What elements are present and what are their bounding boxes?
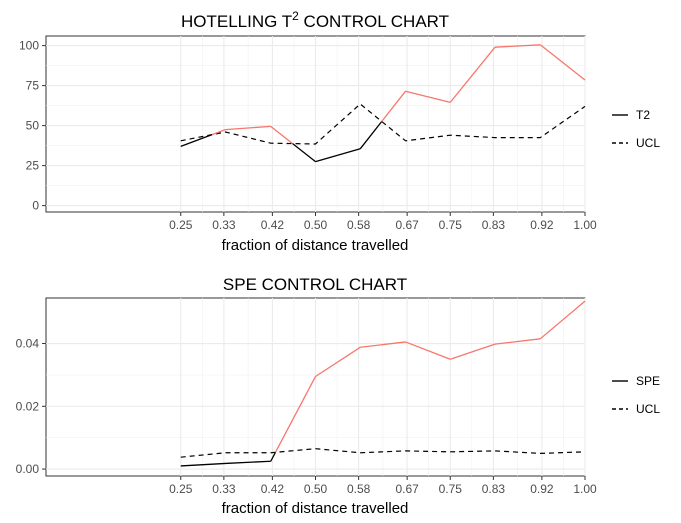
spe-y-tick-label: 0.00 [16, 462, 40, 476]
hotelling-x-tick-label: 0.83 [482, 218, 506, 232]
hotelling-y-axis: 0 25 50 75 100 [19, 39, 46, 213]
hotelling-x-tick-label: 0.92 [530, 218, 554, 232]
spe-x-tick-label: 0.25 [169, 482, 193, 496]
legend-label-t2: T2 [636, 108, 650, 122]
hotelling-gridlines [46, 36, 586, 212]
hotelling-series-segment [449, 46, 496, 103]
legend-label-ucl: UCL [636, 136, 660, 150]
spe-gridlines [46, 298, 586, 476]
spe-x-axis-label: fraction of distance travelled [222, 500, 409, 517]
hotelling-chart: HOTELLING T2 CONTROL CHART 0 25 50 75 100 0.… [19, 9, 660, 254]
spe-series-segment [539, 300, 586, 340]
hotelling-y-tick-label: 75 [26, 79, 40, 93]
hotelling-legend: T2 UCL [612, 108, 660, 150]
hotelling-x-tick-label: 0.50 [304, 218, 328, 232]
spe-series-segment [360, 341, 406, 348]
spe-series-segment [405, 341, 451, 360]
hotelling-series-segment [211, 128, 226, 136]
spe-x-tick-label: 0.83 [482, 482, 506, 496]
hotelling-series-segment [270, 125, 294, 145]
hotelling-series-segment [539, 44, 586, 81]
hotelling-x-tick-label: 0.25 [169, 218, 193, 232]
spe-y-tick-label: 0.02 [16, 399, 40, 413]
hotelling-y-tick-label: 100 [19, 39, 39, 53]
spe-y-tick-label: 0.04 [16, 337, 40, 351]
spe-x-tick-label: 0.92 [530, 482, 554, 496]
spe-x-tick-label: 0.58 [347, 482, 371, 496]
hotelling-series-segment [292, 143, 316, 163]
spe-series-segment [274, 376, 317, 453]
hotelling-x-tick-label: 0.75 [439, 218, 463, 232]
spe-series-segment [450, 343, 496, 360]
spe-chart-title: SPE CONTROL CHART [223, 275, 407, 294]
spe-series-segment [494, 338, 541, 345]
hotelling-series-segment [225, 125, 271, 131]
hotelling-series [180, 44, 586, 163]
hotelling-x-tick-label: 0.58 [347, 218, 371, 232]
spe-x-tick-label: 0.33 [212, 482, 236, 496]
spe-series [180, 300, 586, 467]
hotelling-chart-title: HOTELLING T2 CONTROL CHART [181, 9, 449, 31]
hotelling-series-segment [315, 148, 361, 163]
hotelling-y-tick-label: 25 [26, 159, 40, 173]
spe-x-tick-label: 0.50 [304, 482, 328, 496]
spe-x-tick-label: 0.67 [395, 482, 419, 496]
spe-legend: SPE UCL [612, 374, 660, 416]
spe-chart: SPE CONTROL CHART 0.000.020.04 0.25 0.33 0… [16, 275, 661, 517]
spe-x-axis: 0.25 0.33 0.42 0.50 0.58 0.67 0.75 0.83 0.92 1.00 [169, 476, 597, 496]
hotelling-y-tick-label: 50 [26, 119, 40, 133]
hotelling-series-segment [494, 44, 541, 48]
hotelling-series-segment [180, 134, 213, 148]
hotelling-x-axis-label: fraction of distance travelled [222, 237, 409, 254]
hotelling-series-segment [381, 90, 407, 122]
spe-y-axis: 0.00 0.02 0.04 [16, 337, 46, 476]
spe-x-tick-label: 0.42 [261, 482, 285, 496]
hotelling-series-segment [359, 121, 383, 150]
hotelling-x-tick-label: 1.00 [573, 218, 597, 232]
spe-series-segment [180, 462, 226, 467]
hotelling-x-tick-label: 0.67 [395, 218, 419, 232]
legend-label-ucl-spe: UCL [636, 402, 660, 416]
hotelling-ucl-line [180, 103, 586, 145]
hotelling-x-tick-label: 0.33 [212, 218, 236, 232]
legend-label-spe: SPE [636, 374, 660, 388]
spe-x-tick-label: 1.00 [573, 482, 597, 496]
hotelling-x-tick-label: 0.42 [261, 218, 285, 232]
hotelling-series-segment [405, 90, 451, 104]
hotelling-y-tick-label: 0 [32, 199, 39, 213]
spe-series-segment [270, 452, 277, 462]
spe-series-segment [315, 346, 361, 378]
spe-ucl-line [180, 448, 586, 458]
spe-series-segment [225, 460, 271, 465]
hotelling-x-axis: 0.25 0.33 0.42 0.50 0.58 0.67 0.75 0.83 0.92 1.00 [169, 212, 597, 232]
spe-x-tick-label: 0.75 [439, 482, 463, 496]
